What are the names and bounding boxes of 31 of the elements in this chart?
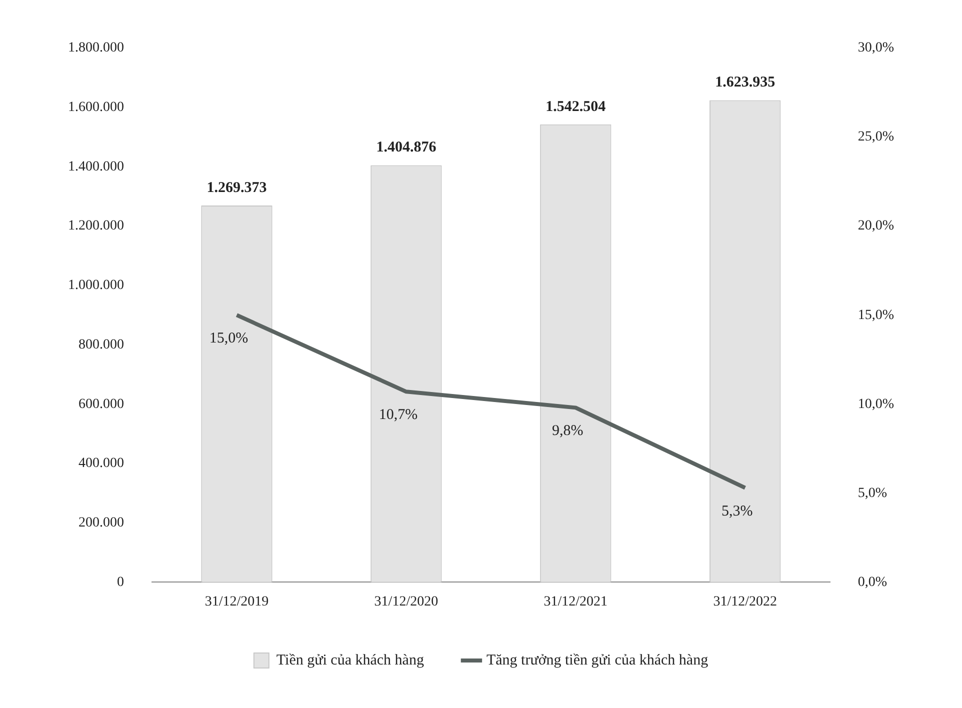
y2-tick-label: 30,0% — [858, 40, 894, 56]
y2-tick-label: 10,0% — [858, 396, 894, 412]
x-tick-label: 31/12/2020 — [374, 594, 438, 610]
y-tick-label: 800.000 — [78, 337, 124, 352]
y2-tick-label: 20,0% — [858, 218, 894, 234]
y-tick-label: 600.000 — [78, 396, 124, 412]
y-tick-label: 400.000 — [78, 456, 124, 472]
data-label: 1.404.876 — [376, 140, 437, 156]
y-tick-label: 1.800.000 — [68, 40, 124, 56]
y-tick-label: 200.000 — [78, 516, 124, 531]
x-tick-label: 31/12/2022 — [713, 594, 777, 610]
y-tick-label: 1.600.000 — [68, 100, 124, 116]
data-label: 10,7% — [378, 407, 418, 424]
y2-tick-label: 5,0% — [858, 486, 888, 501]
x-tick-label: 31/12/2021 — [544, 594, 608, 610]
y-tick-label: 1.200.000 — [68, 218, 124, 234]
y2-tick-label: 25,0% — [858, 130, 894, 145]
x-tick-label: 31/12/2019 — [204, 594, 269, 610]
data-label: 1.542.504 — [546, 98, 606, 115]
y2-tick-label: 0,0% — [858, 574, 888, 590]
y-tick-label: 0 — [117, 574, 124, 590]
data-label: 1.623.935 — [715, 74, 776, 91]
y2-tick-label: 15,0% — [858, 308, 894, 323]
data-label: 15,0% — [209, 330, 248, 347]
data-label: 9,8% — [552, 423, 584, 440]
data-label: 1.269.373 — [206, 180, 267, 196]
y-tick-label: 1.000.000 — [68, 278, 124, 294]
data-label: 5,3% — [721, 503, 753, 520]
legend-label: Tăng trưởng tiền gửi của khách hàng — [486, 652, 709, 668]
y-tick-label: 1.400.000 — [68, 159, 124, 174]
legend-label: Tiền gửi của khách hàng — [276, 652, 424, 668]
